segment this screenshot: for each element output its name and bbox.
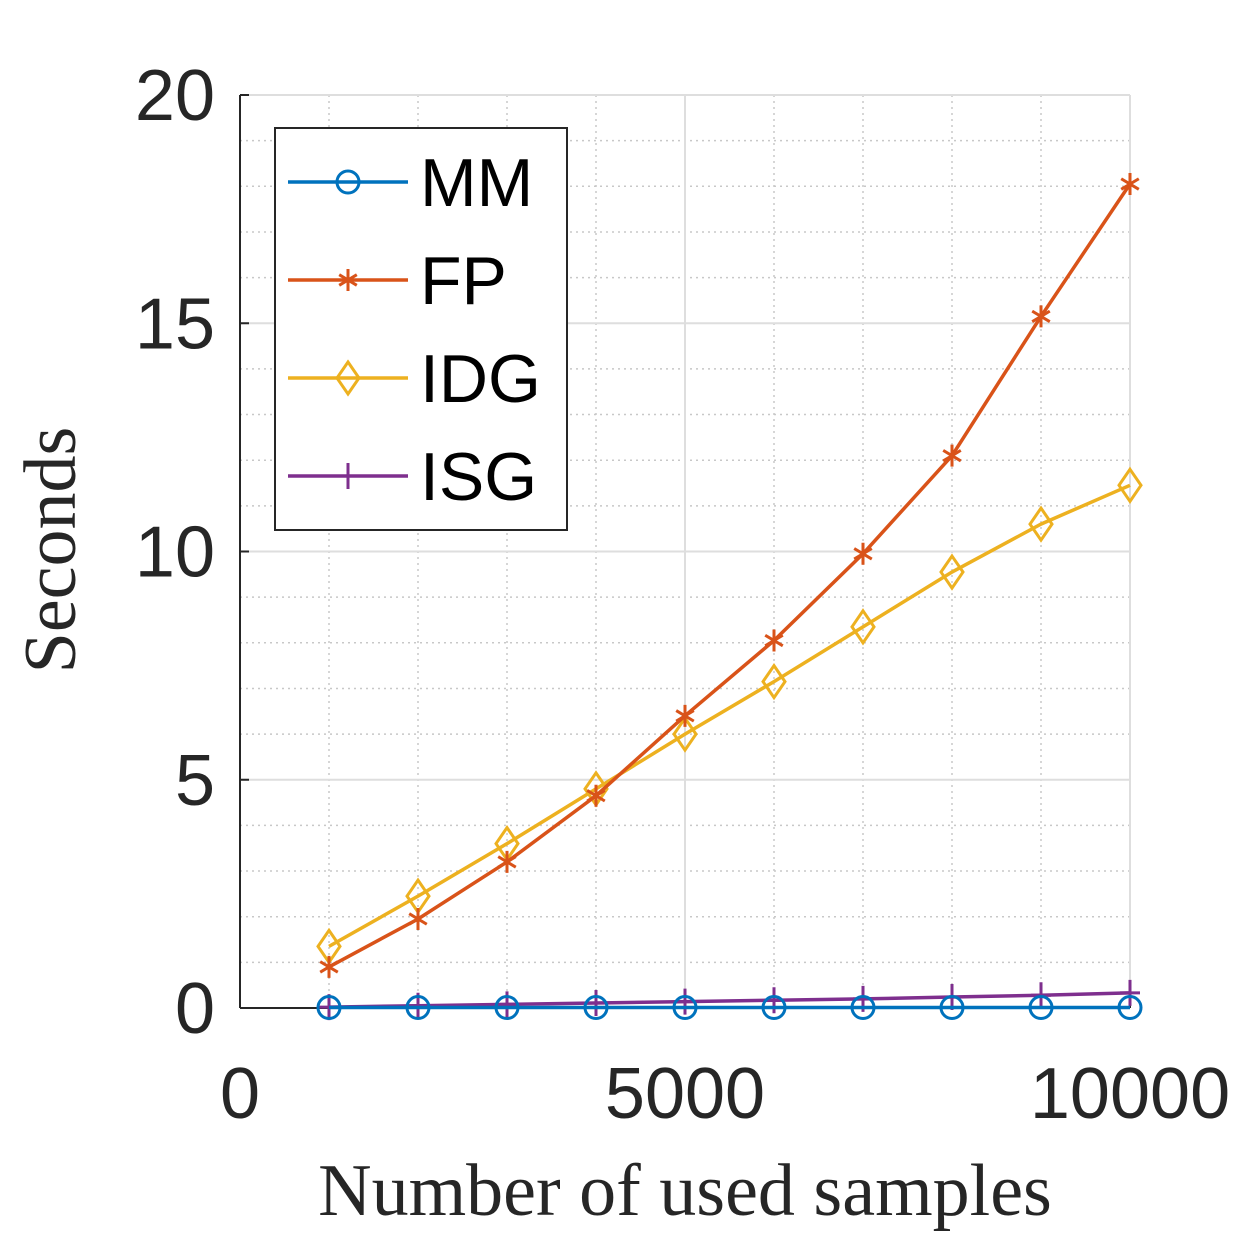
marker-diamond <box>761 662 787 701</box>
legend-item-idg: IDG <box>288 341 541 417</box>
marker-diamond <box>850 608 876 646</box>
series-line-fp <box>328 183 1132 969</box>
y-tick-label: 20 <box>135 56 215 136</box>
data-point-fp <box>319 955 339 978</box>
marker-circle <box>494 995 520 1021</box>
marker-diamond <box>939 553 965 591</box>
data-point-mm <box>494 995 520 1021</box>
data-point-isg <box>1120 979 1140 1006</box>
marker-plus <box>338 463 358 489</box>
y-axis-label: Seconds <box>10 427 92 674</box>
legend-marker <box>335 169 361 195</box>
data-point-fp <box>586 784 606 807</box>
legend-label: FP <box>420 243 507 319</box>
legend-item-mm: MM <box>288 145 533 221</box>
data-point-mm <box>761 995 787 1021</box>
data-point-isg <box>675 988 695 1015</box>
marker-circle <box>405 995 431 1021</box>
marker-asterisk <box>319 955 339 978</box>
y-tick-label: 0 <box>175 969 215 1049</box>
series-line-idg <box>328 483 1131 948</box>
legend-label: MM <box>420 145 533 221</box>
data-point-idg <box>850 608 876 646</box>
marker-circle <box>583 995 609 1021</box>
y-ticks: 0 5 10 15 20 <box>135 56 249 1049</box>
data-point-fp <box>675 704 695 727</box>
y-tick-label: 5 <box>175 741 215 821</box>
x-ticks: 0 5000 10000 <box>220 999 1230 1134</box>
series-mm <box>316 995 1143 1021</box>
marker-circle <box>939 995 965 1021</box>
marker-asterisk <box>338 269 358 291</box>
data-point-idg <box>672 715 698 753</box>
data-point-mm <box>850 995 876 1021</box>
x-tick-label: 0 <box>220 1054 260 1134</box>
marker-asterisk <box>942 444 962 467</box>
legend-item-fp: FP <box>288 243 507 319</box>
data-point-fp <box>764 629 784 652</box>
x-tick-label: 10000 <box>1030 1054 1230 1134</box>
marker-circle <box>1117 995 1143 1021</box>
series-layer <box>316 173 1143 1021</box>
data-point-idg <box>939 553 965 591</box>
legend-marker <box>338 463 358 489</box>
data-point-mm <box>316 995 342 1021</box>
marker-plus <box>675 988 695 1015</box>
data-point-fp <box>1031 305 1051 328</box>
marker-circle <box>761 995 787 1021</box>
marker-diamond <box>1117 466 1143 504</box>
data-point-mm <box>583 995 609 1021</box>
marker-circle <box>316 995 342 1021</box>
marker-circle <box>672 995 698 1021</box>
marker-asterisk <box>853 542 873 565</box>
marker-plus <box>1120 979 1140 1006</box>
data-point-mm <box>405 995 431 1021</box>
marker-diamond <box>672 715 698 753</box>
marker-circle <box>850 995 876 1021</box>
marker-diamond <box>335 359 361 397</box>
x-tick-label: 5000 <box>605 1054 765 1134</box>
data-point-mm <box>1117 995 1143 1021</box>
marker-circle <box>335 169 361 195</box>
y-tick-label: 15 <box>135 284 215 364</box>
legend-marker <box>338 269 358 291</box>
legend-item-isg: ISG <box>288 439 537 515</box>
marker-asterisk <box>1120 173 1140 196</box>
series-fp <box>319 173 1140 978</box>
data-point-fp <box>497 850 517 873</box>
marker-asterisk <box>408 907 428 930</box>
data-point-fp <box>1120 173 1140 196</box>
data-point-idg <box>761 662 787 701</box>
legend-box <box>274 127 568 531</box>
data-point-idg <box>1117 466 1143 504</box>
series-line-isg <box>328 991 1131 1009</box>
data-point-mm <box>672 995 698 1021</box>
legend-label: ISG <box>420 439 537 515</box>
marker-asterisk <box>497 850 517 873</box>
data-point-idg <box>1028 505 1054 543</box>
data-point-fp <box>853 542 873 565</box>
data-point-isg <box>586 989 606 1016</box>
marker-asterisk <box>586 784 606 807</box>
marker-circle <box>1028 995 1054 1021</box>
data-point-mm <box>1028 995 1054 1021</box>
legend: MM FP IDG ISG <box>274 127 568 531</box>
marker-asterisk <box>764 629 784 652</box>
data-point-fp <box>942 444 962 467</box>
marker-asterisk <box>675 704 695 727</box>
legend-marker <box>335 359 361 397</box>
x-axis-label: Number of used samples <box>318 1150 1052 1232</box>
data-point-mm <box>939 995 965 1021</box>
marker-asterisk <box>1031 305 1051 328</box>
data-point-fp <box>408 907 428 930</box>
y-tick-label: 10 <box>135 513 215 593</box>
marker-diamond <box>1028 505 1054 543</box>
marker-plus <box>586 989 606 1016</box>
legend-label: IDG <box>420 341 541 417</box>
